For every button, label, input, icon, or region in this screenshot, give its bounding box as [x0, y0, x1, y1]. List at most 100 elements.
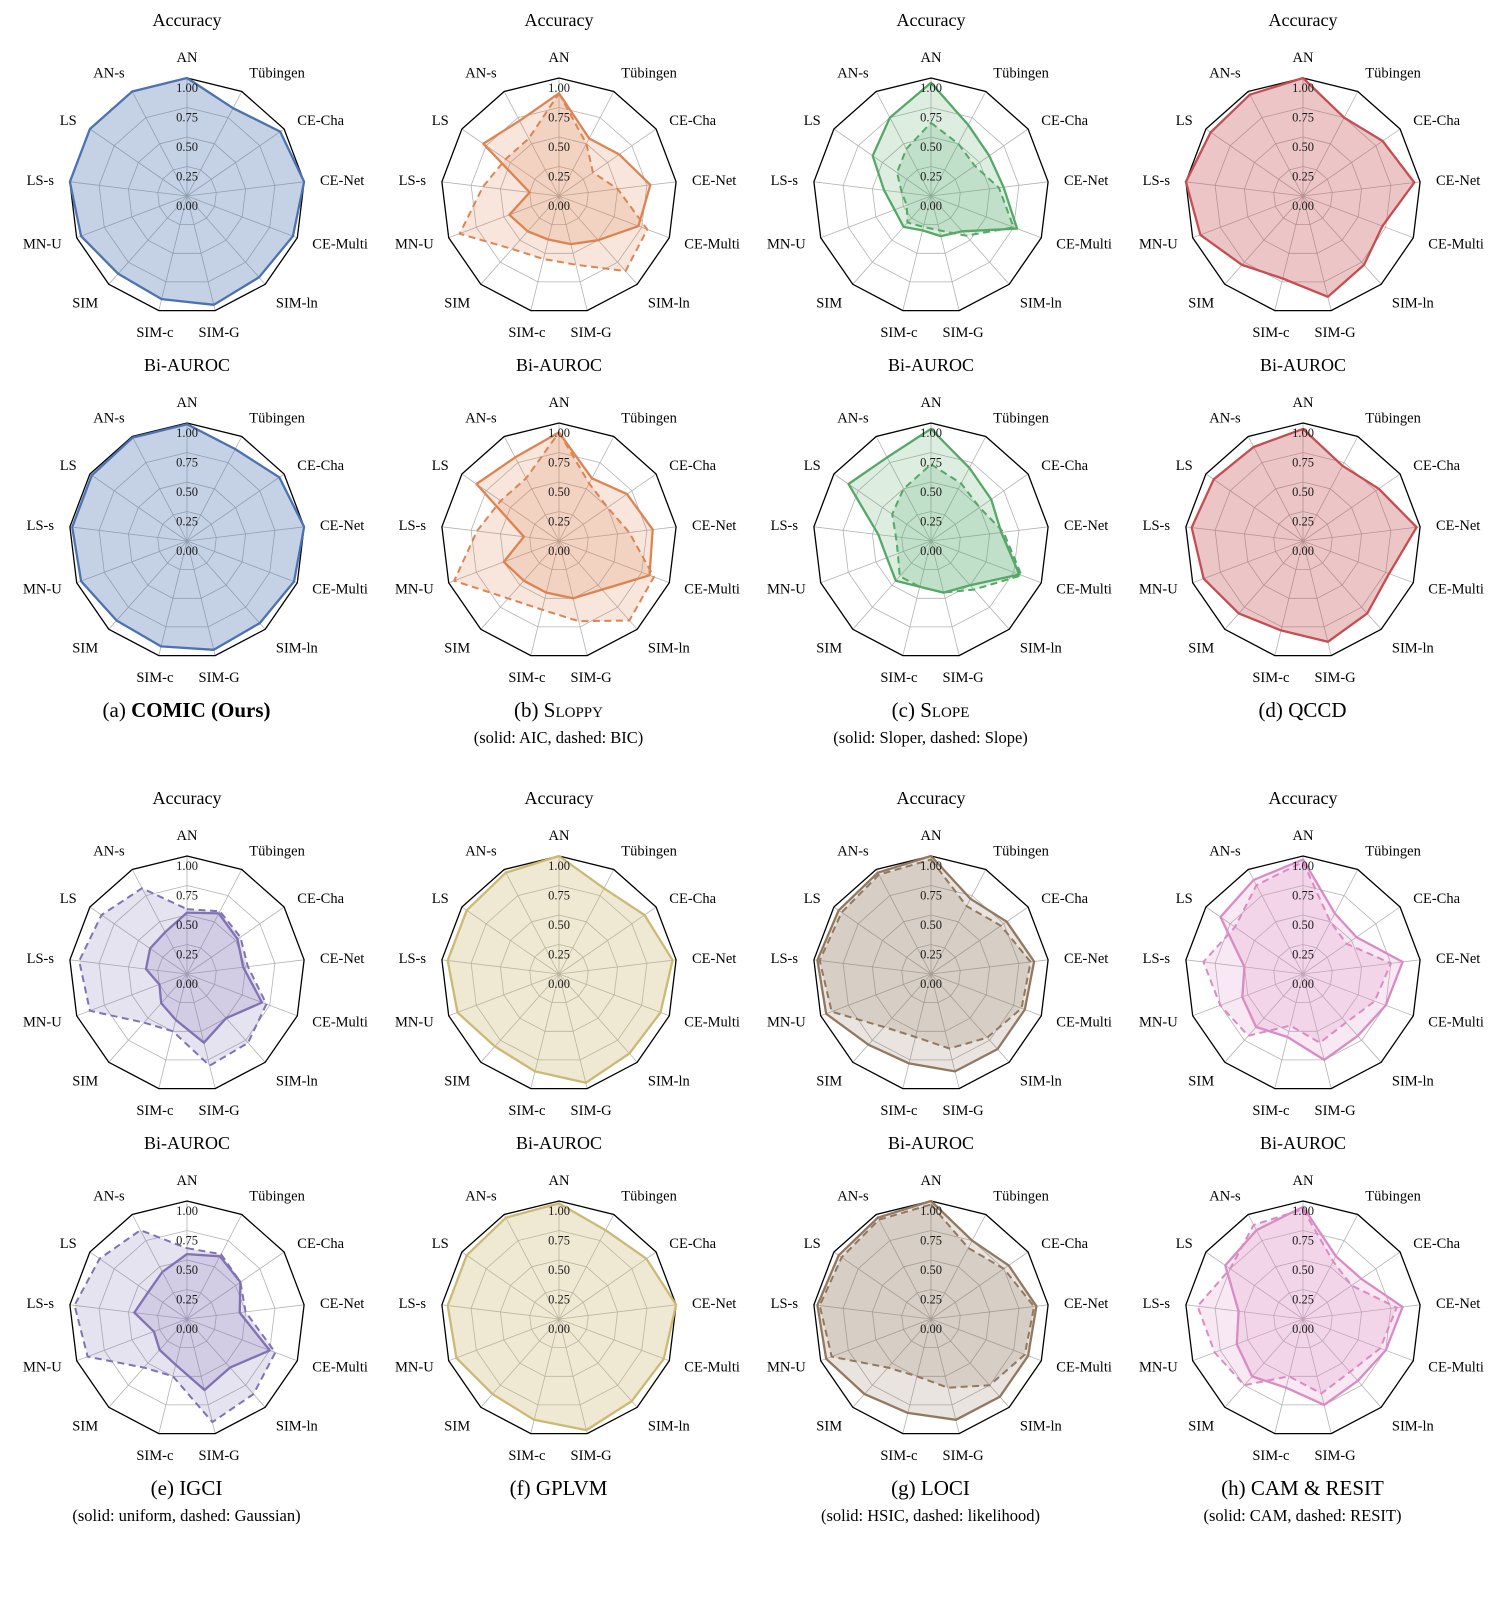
- radial-tick-label: 0.75: [1292, 456, 1314, 470]
- radial-tick-label: 0.25: [548, 170, 570, 184]
- axis-label: SIM-G: [1314, 1103, 1356, 1119]
- axis-label: LS-s: [1142, 173, 1170, 189]
- chart-title: Accuracy: [152, 788, 221, 808]
- axis-label: AN: [176, 395, 197, 411]
- axis-label: SIM-ln: [275, 640, 318, 656]
- axis-label: LS-s: [398, 173, 426, 189]
- chart-title: Bi-AUROC: [515, 1133, 601, 1153]
- panel-caption: (a) COMIC (Ours): [103, 698, 271, 723]
- radial-tick-label: 0.00: [920, 977, 942, 991]
- radial-tick-label: 0.00: [1292, 544, 1314, 558]
- radar-chart-igci-biauroc: Bi-AUROC 0.00 0.25 0.50 0.75 1.00 AN Tübingen CE…: [1, 1127, 373, 1472]
- axis-label: LS-s: [770, 518, 798, 534]
- panel-igci: Accuracy 0.00 0.25 0.50 0.75 1.00 AN Tübingen CE…: [1, 782, 373, 1526]
- axis-label: SIM: [444, 1073, 470, 1089]
- radial-tick-label: 0.25: [176, 170, 198, 184]
- axis-label: Tübingen: [993, 843, 1049, 859]
- axis-label: SIM: [816, 1418, 842, 1434]
- radial-tick-label: 1.00: [1292, 426, 1314, 440]
- axis-label: SIM-G: [198, 325, 240, 341]
- axis-label: CE-Multi: [1056, 237, 1112, 253]
- caption-method-name: Sloppy: [543, 698, 603, 722]
- axis-label: CE-Cha: [1413, 458, 1460, 474]
- radial-tick-label: 0.50: [920, 485, 942, 499]
- radar-svg: Bi-AUROC 0.00 0.25 0.50 0.75 1.00 AN Tübingen CE…: [767, 1133, 1112, 1464]
- axis-label: SIM-c: [1252, 670, 1289, 686]
- radial-tick-label: 0.00: [176, 199, 198, 213]
- radial-tick-label: 0.75: [176, 1234, 198, 1248]
- radar-svg: Bi-AUROC 0.00 0.25 0.50 0.75 1.00 AN Tübingen CE…: [395, 1133, 740, 1464]
- panel-caption: (f) GPLVM: [510, 1476, 608, 1501]
- axis-label: AN-s: [93, 843, 125, 859]
- axis-label: Tübingen: [249, 410, 305, 426]
- axis-label: MN-U: [395, 1015, 434, 1031]
- panel-caption: (g) LOCI: [891, 1476, 970, 1501]
- axis-label: CE-Net: [320, 951, 364, 967]
- axis-label: MN-U: [767, 1360, 806, 1376]
- series-Slope: [890, 463, 1022, 594]
- radial-tick-label: 0.50: [920, 918, 942, 932]
- axis-label: Tübingen: [993, 410, 1049, 426]
- axis-label: CE-Cha: [669, 1236, 716, 1252]
- radar-svg: Accuracy 0.00 0.25 0.50 0.75 1.00 AN Tübingen CE…: [395, 788, 740, 1119]
- series-Gaussian: [73, 1229, 276, 1424]
- axis-label: SIM-ln: [1019, 1418, 1062, 1434]
- radar-chart-gplvm-accuracy: Accuracy 0.00 0.25 0.50 0.75 1.00 AN Tübingen CE…: [373, 782, 745, 1127]
- axis-label: SIM-G: [942, 1448, 984, 1464]
- caption-prefix: (d): [1258, 698, 1283, 722]
- radial-tick-label: 0.75: [548, 456, 570, 470]
- radial-tick-label: 0.50: [920, 1263, 942, 1277]
- chart-title: Accuracy: [524, 10, 593, 30]
- series-BIC: [458, 92, 648, 273]
- axis-label: CE-Cha: [1041, 1236, 1088, 1252]
- axis-label: MN-U: [23, 582, 62, 598]
- axis-label: AN-s: [93, 1188, 125, 1204]
- radial-tick-label: 0.25: [548, 515, 570, 529]
- caption-method-name: COMIC (Ours): [131, 698, 271, 722]
- panel-caption: (e) IGCI: [151, 1476, 223, 1501]
- radar-figure: Accuracy 0.00 0.25 0.50 0.75 1.00 AN Tübingen CE…: [1, 4, 1489, 1526]
- radar-svg: Accuracy 0.00 0.25 0.50 0.75 1.00 AN Tübingen CE…: [1139, 788, 1484, 1119]
- panel-caption: (d) QCCD: [1258, 698, 1346, 723]
- radar-chart-gplvm-biauroc: Bi-AUROC 0.00 0.25 0.50 0.75 1.00 AN Tübingen CE…: [373, 1127, 745, 1472]
- caption-prefix: (c): [891, 698, 915, 722]
- series-CAM: [1223, 1205, 1404, 1407]
- chart-title: Accuracy: [1268, 788, 1337, 808]
- radial-tick-label: 0.00: [176, 544, 198, 558]
- axis-label: SIM-ln: [647, 1073, 690, 1089]
- axis-label: LS: [803, 1236, 820, 1252]
- axis-label: CE-Net: [1436, 173, 1480, 189]
- axis-label: SIM-ln: [275, 1418, 318, 1434]
- chart-title: Bi-AUROC: [515, 355, 601, 375]
- axis-label: SIM-G: [1314, 325, 1356, 341]
- axis-label: MN-U: [767, 1015, 806, 1031]
- caption-method-name: CAM & RESIT: [1250, 1476, 1384, 1500]
- axis-label: CE-Net: [692, 173, 736, 189]
- radar-chart-qccd-accuracy: Accuracy 0.00 0.25 0.50 0.75 1.00 AN Tübingen CE…: [1117, 4, 1489, 349]
- radial-tick-label: 0.50: [176, 918, 198, 932]
- axis-label: MN-U: [395, 582, 434, 598]
- series-RESIT: [1196, 1208, 1398, 1395]
- panel-subcaption: (solid: Sloper, dashed: Slope): [833, 728, 1028, 747]
- radar-svg: Accuracy 0.00 0.25 0.50 0.75 1.00 AN Tübingen CE…: [23, 10, 368, 341]
- axis-label: SIM: [444, 295, 470, 311]
- chart-title: Bi-AUROC: [143, 355, 229, 375]
- radial-tick-label: 0.50: [176, 1263, 198, 1277]
- axis-label: Tübingen: [1365, 65, 1421, 81]
- panel-qccd: Accuracy 0.00 0.25 0.50 0.75 1.00 AN Tübingen CE…: [1117, 4, 1489, 748]
- axis-label: CE-Net: [1436, 518, 1480, 534]
- radar-chart-slope-biauroc: Bi-AUROC 0.00 0.25 0.50 0.75 1.00 AN Tübingen CE…: [745, 349, 1117, 694]
- chart-title: Accuracy: [1268, 10, 1337, 30]
- radar-chart-sloppy-biauroc: Bi-AUROC 0.00 0.25 0.50 0.75 1.00 AN Tübingen CE…: [373, 349, 745, 694]
- axis-label: SIM-c: [1252, 1448, 1289, 1464]
- series-QCCD: [1190, 427, 1418, 643]
- axis-label: Tübingen: [249, 843, 305, 859]
- radar-svg: Accuracy 0.00 0.25 0.50 0.75 1.00 AN Tübingen CE…: [23, 788, 368, 1119]
- panel-caption: (b) Sloppy: [514, 698, 603, 723]
- radar-svg: Bi-AUROC 0.00 0.25 0.50 0.75 1.00 AN Tübingen CE…: [23, 1133, 368, 1464]
- axis-label: CE-Cha: [297, 458, 344, 474]
- panel-subcaption: (solid: uniform, dashed: Gaussian): [72, 1506, 301, 1525]
- radial-tick-label: 0.50: [920, 140, 942, 154]
- axis-label: SIM: [816, 295, 842, 311]
- series-Gaussian: [77, 887, 267, 1067]
